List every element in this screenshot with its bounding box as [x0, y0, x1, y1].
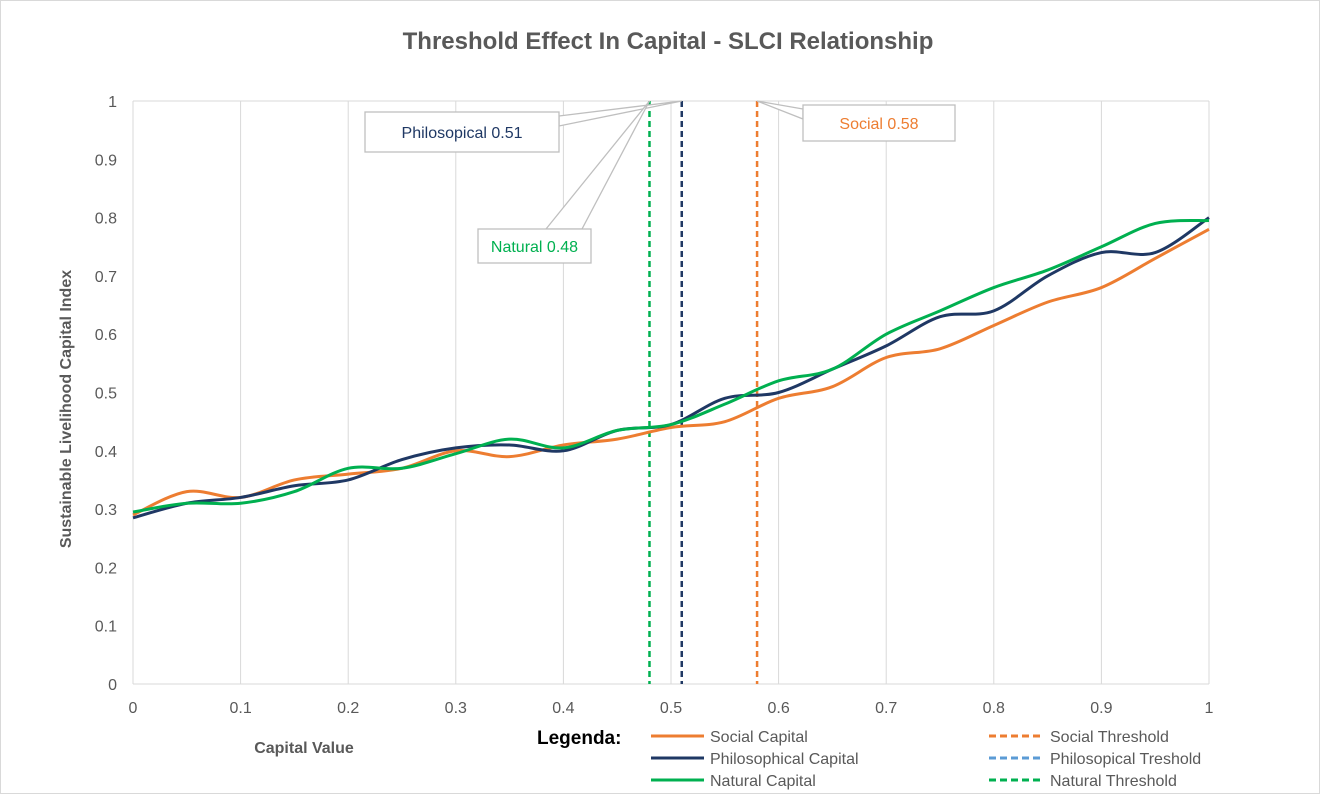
grid-layer — [133, 100, 1210, 684]
x-tick-label: 0.9 — [1090, 700, 1112, 717]
legend-label: Social Threshold — [1050, 729, 1169, 746]
callout-box — [364, 111, 560, 153]
x-tick-label: 0.6 — [767, 700, 789, 717]
x-axis-title: Capital Value — [254, 740, 354, 757]
y-tick-label: 0.5 — [95, 386, 117, 403]
callout-label: Natural 0.48 — [491, 239, 578, 256]
series-line — [132, 227, 1210, 517]
y-axis-title: Sustainable Livelihood Capital Index — [58, 270, 75, 548]
x-tick-label: 0.2 — [337, 700, 359, 717]
axis-layer: 0 0.1 0.2 0.3 0.4 0.5 0.6 0.7 0.8 0.9 1 0 0.1 0.2 0.3 0… — [95, 94, 1214, 717]
legend-label: Philosophical Capital — [710, 751, 859, 768]
x-tick-label: 1 — [1205, 700, 1214, 717]
y-tick-label: 0.7 — [95, 269, 117, 286]
y-tick-label: 1 — [108, 94, 117, 111]
y-tick-label: 0.4 — [95, 444, 117, 461]
legend-label: Natural Capital — [710, 773, 816, 790]
y-tick-label: 0.6 — [95, 327, 117, 344]
callout-leader — [558, 100, 682, 127]
series-line — [132, 218, 1210, 514]
callout-leader — [756, 100, 804, 120]
legend-label: Philosopical Treshold — [1050, 751, 1201, 768]
y-tick-label: 0.2 — [95, 560, 117, 577]
callout-box — [477, 228, 592, 264]
y-tick-label: 0 — [108, 677, 117, 694]
y-tick-label: 0.3 — [95, 502, 117, 519]
x-tick-label: 0.4 — [552, 700, 574, 717]
y-tick-label: 0.8 — [95, 211, 117, 228]
x-tick-label: 0.7 — [875, 700, 897, 717]
legend-label: Natural Threshold — [1050, 773, 1177, 790]
callout-box — [802, 104, 956, 142]
legend-title: Legenda: — [537, 728, 621, 749]
series-layer — [132, 216, 1210, 520]
chart-title: Threshold Effect In Capital - SLCI Relat… — [403, 28, 934, 55]
legend: Social Capital Philosophical Capital Natur… — [651, 729, 1201, 790]
x-tick-label: 0.8 — [983, 700, 1005, 717]
x-tick-label: 0.1 — [229, 700, 251, 717]
callout-label: Social 0.58 — [839, 116, 918, 133]
legend-label: Social Capital — [710, 729, 808, 746]
threshold-layer — [648, 101, 759, 684]
y-tick-label: 0.9 — [95, 152, 117, 169]
x-tick-label: 0 — [129, 700, 138, 717]
callout-label: Philosopical 0.51 — [402, 125, 523, 142]
x-tick-label: 0.5 — [660, 700, 682, 717]
callout-layer: Philosopical 0.51 Social 0.58 Natural 0.48 — [364, 100, 956, 264]
x-tick-label: 0.3 — [445, 700, 467, 717]
y-tick-label: 0.1 — [95, 619, 117, 636]
